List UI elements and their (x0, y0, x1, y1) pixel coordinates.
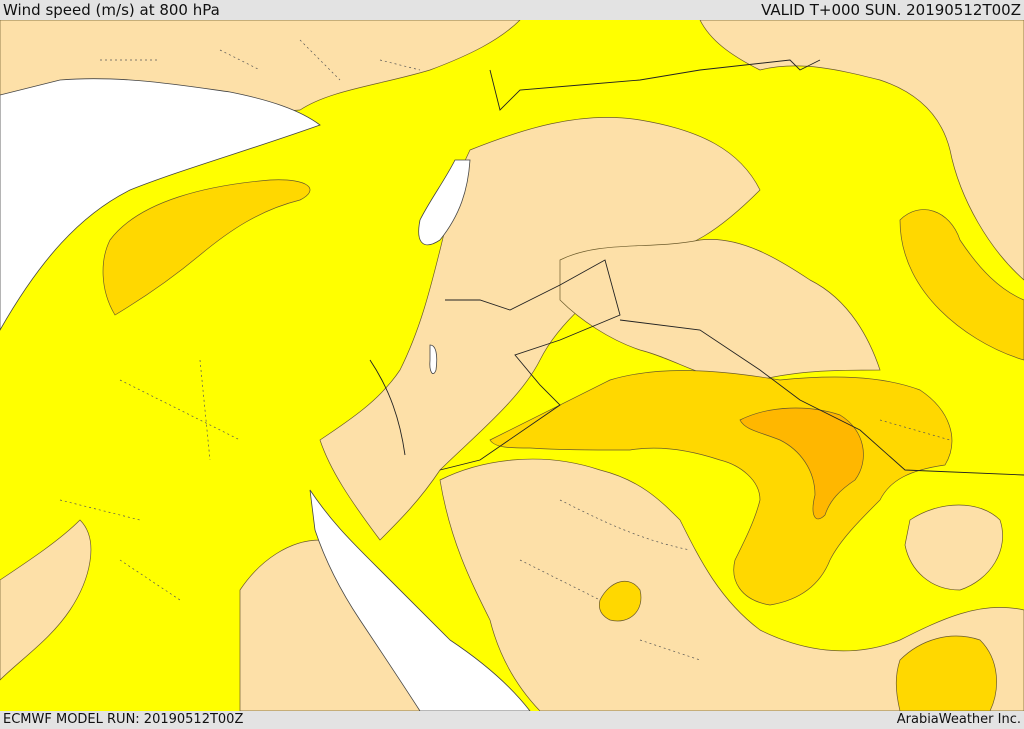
sea-galilee (418, 159, 471, 246)
band-orange-core (739, 407, 864, 520)
border-saudi-iraq (619, 319, 1024, 476)
band-gold-med (102, 179, 311, 316)
band-gold-south (895, 635, 997, 711)
wind-speed-map (0, 20, 1024, 711)
band-light-egypt (0, 519, 92, 681)
credit-label: ArabiaWeather Inc. (896, 712, 1021, 727)
band-light-levant (319, 117, 761, 541)
border-egypt (369, 359, 406, 456)
band-gold-northeast (899, 209, 1024, 361)
border-jordan (439, 259, 621, 471)
province-lines-turkey (100, 39, 421, 81)
band-gold-small (598, 580, 642, 622)
province-lines-egypt (59, 359, 241, 601)
band-light-arabia (439, 458, 1024, 711)
sea-gulf-suez (309, 489, 531, 711)
sea-dead-sea (429, 344, 438, 374)
valid-time: VALID T+000 SUN. 20190512T00Z (761, 1, 1021, 19)
band-light-east (904, 504, 1003, 591)
band-light-central (559, 239, 881, 383)
sea-mediterranean (0, 78, 321, 331)
footer-bar: ECMWF MODEL RUN: 20190512T00Z ArabiaWeat… (0, 711, 1024, 729)
band-light-northeast (699, 20, 1024, 281)
header-bar: Wind speed (m/s) at 800 hPa VALID T+000 … (0, 0, 1024, 20)
model-run: ECMWF MODEL RUN: 20190512T00Z (3, 712, 244, 727)
map-title: Wind speed (m/s) at 800 hPa (3, 1, 220, 19)
border-syria-iraq (489, 59, 821, 111)
